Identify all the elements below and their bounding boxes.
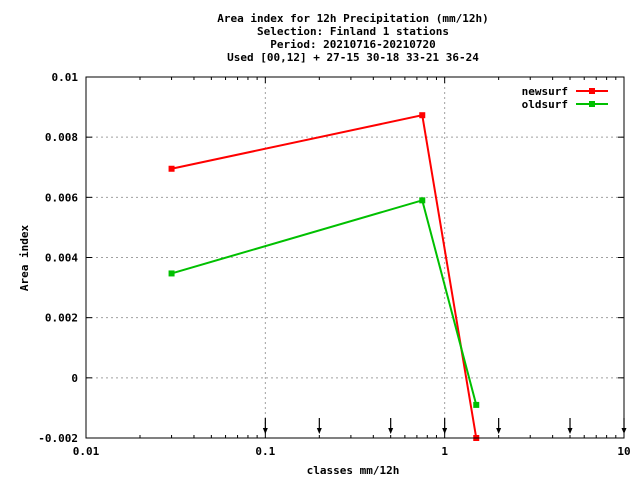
- x-tick-label: 10: [617, 445, 630, 458]
- class-marker-arrow: [316, 418, 322, 434]
- axis-ticks: [85, 76, 625, 439]
- class-marker-arrow: [496, 418, 502, 434]
- y-axis-label: Area index: [18, 225, 31, 292]
- class-marker-arrow: [262, 418, 268, 434]
- title-line-2: Selection: Finland 1 stations: [257, 25, 449, 38]
- data-point-oldsurf: [419, 197, 426, 204]
- legend-label-oldsurf: oldsurf: [522, 98, 568, 111]
- class-marker-head: [496, 428, 502, 434]
- class-marker-arrow: [567, 418, 573, 434]
- x-axis-label: classes mm/12h: [307, 464, 400, 477]
- x-tick-label: 1: [441, 445, 448, 458]
- series-line-oldsurf: [171, 199, 478, 406]
- class-marker-head: [567, 428, 573, 434]
- x-tick-label: 0.01: [73, 445, 100, 458]
- class-marker-arrow: [442, 418, 448, 434]
- y-tick-label: 0.008: [45, 131, 78, 144]
- series-line-newsurf: [171, 114, 478, 439]
- class-marker-head: [316, 428, 322, 434]
- x-tick-labels: 0.01 0.1 1 10: [73, 445, 631, 458]
- y-tick-label: 0: [71, 372, 78, 385]
- chart-title: Area index for 12h Precipitation (mm/12h…: [217, 12, 489, 64]
- class-marker-head: [388, 428, 394, 434]
- y-tick-labels: -0.002 0 0.002 0.004 0.006 0.008 0.01: [38, 71, 78, 445]
- y-tick-label: 0.006: [45, 191, 78, 204]
- x-tick-label: 0.1: [255, 445, 275, 458]
- title-line-1: Area index for 12h Precipitation (mm/12h…: [217, 12, 489, 25]
- data-point-newsurf: [168, 165, 175, 172]
- data-point-newsurf: [419, 112, 426, 119]
- grid-lines: [86, 77, 624, 438]
- series-group: [168, 112, 480, 441]
- legend-marker-newsurf: [589, 88, 595, 94]
- series-oldsurf: [168, 197, 480, 408]
- class-markers: [262, 418, 627, 434]
- class-marker-arrow: [388, 418, 394, 434]
- series-newsurf: [168, 112, 480, 441]
- legend-label-newsurf: newsurf: [522, 85, 568, 98]
- class-marker-head: [442, 428, 448, 434]
- y-tick-label: 0.004: [45, 252, 78, 265]
- data-point-oldsurf: [168, 270, 175, 277]
- data-point-oldsurf: [473, 401, 480, 408]
- class-marker-head: [262, 428, 268, 434]
- y-tick-label: 0.01: [52, 71, 79, 84]
- y-tick-label: -0.002: [38, 432, 78, 445]
- title-line-4: Used [00,12] + 27-15 30-18 33-21 36-24: [227, 51, 479, 64]
- y-tick-label: 0.002: [45, 312, 78, 325]
- title-line-3: Period: 20210716-20210720: [270, 38, 436, 51]
- legend-marker-oldsurf: [589, 101, 595, 107]
